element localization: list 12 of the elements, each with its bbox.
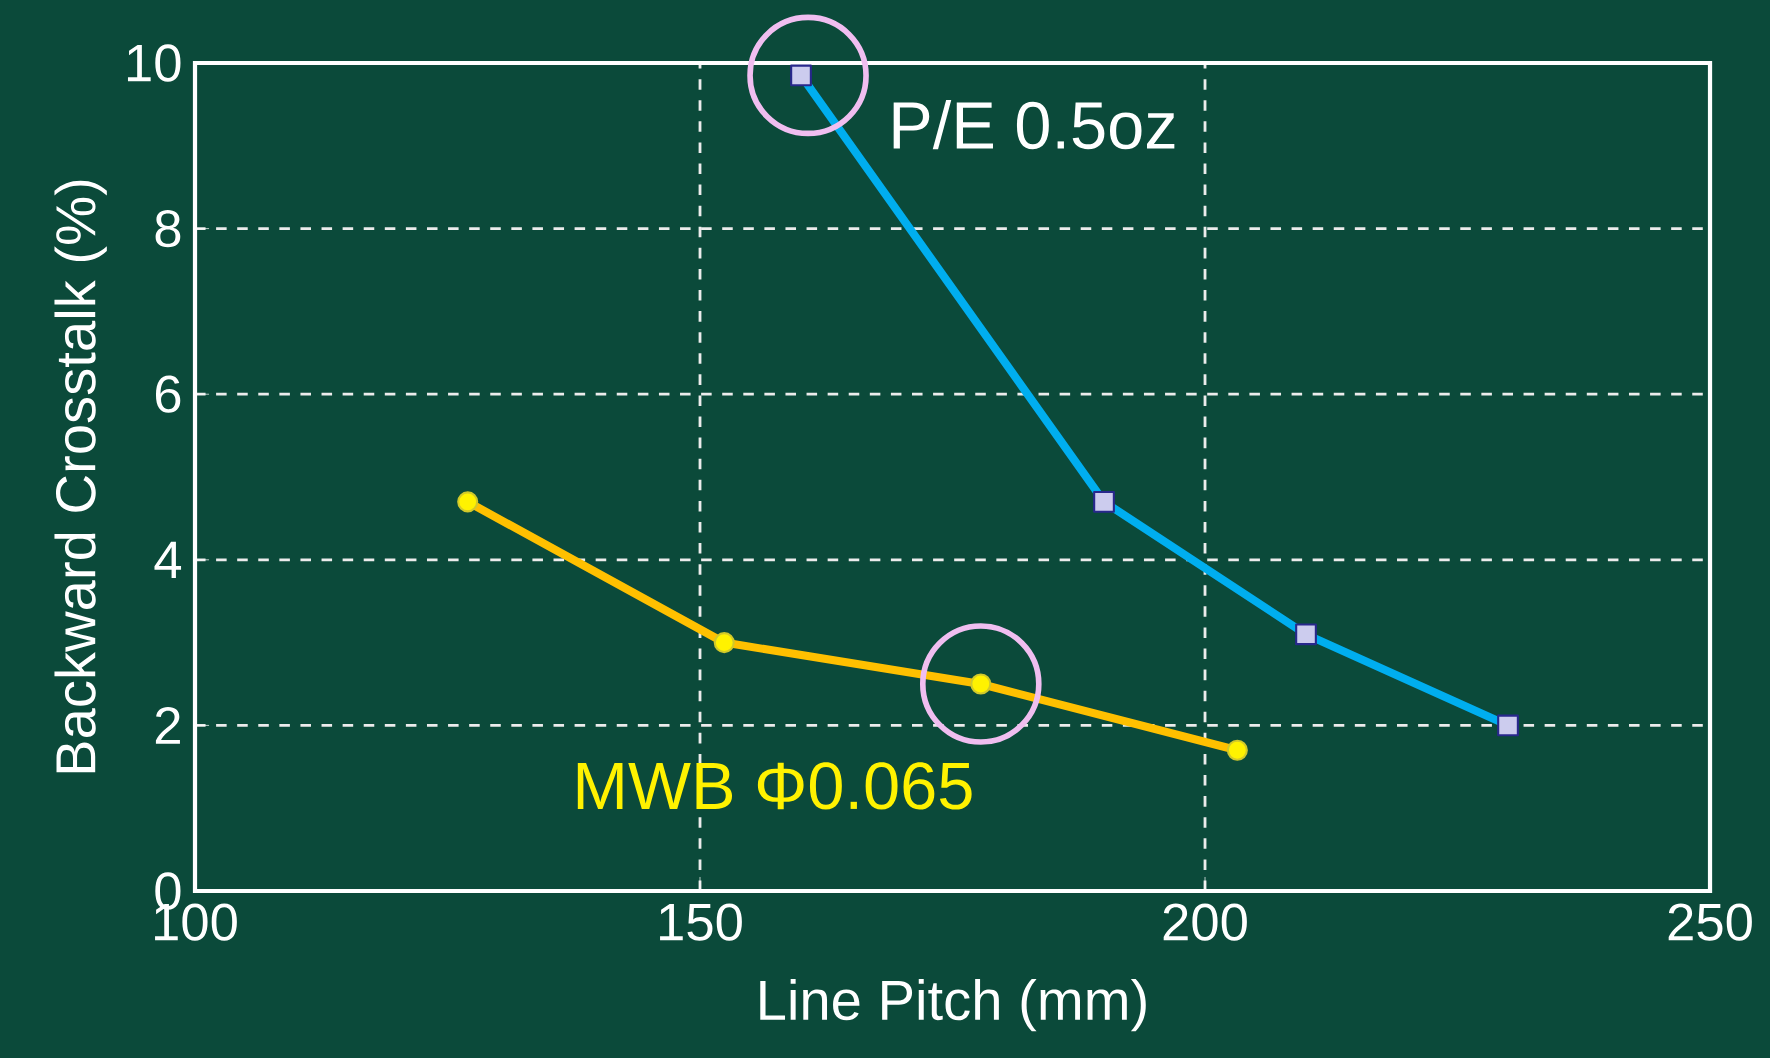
y-axis-title: Backward Crosstalk (%) bbox=[54, 180, 107, 773]
series-label: MWB Φ0.065 bbox=[577, 762, 972, 810]
y-tick-label: 4 bbox=[154, 541, 182, 578]
y-tick-label: 10 bbox=[127, 44, 181, 82]
y-tick-label: 2 bbox=[155, 707, 180, 744]
x-tick-label: 150 bbox=[660, 903, 742, 941]
y-tick-label: 8 bbox=[155, 209, 181, 248]
x-tick-label: 250 bbox=[1668, 903, 1752, 941]
x-axis-title: Line Pitch (mm) bbox=[760, 978, 1146, 1032]
x-tick-label: 200 bbox=[1163, 903, 1247, 941]
y-tick-label: 6 bbox=[155, 375, 181, 413]
series-label: P/E 0.5oz bbox=[893, 100, 1175, 150]
